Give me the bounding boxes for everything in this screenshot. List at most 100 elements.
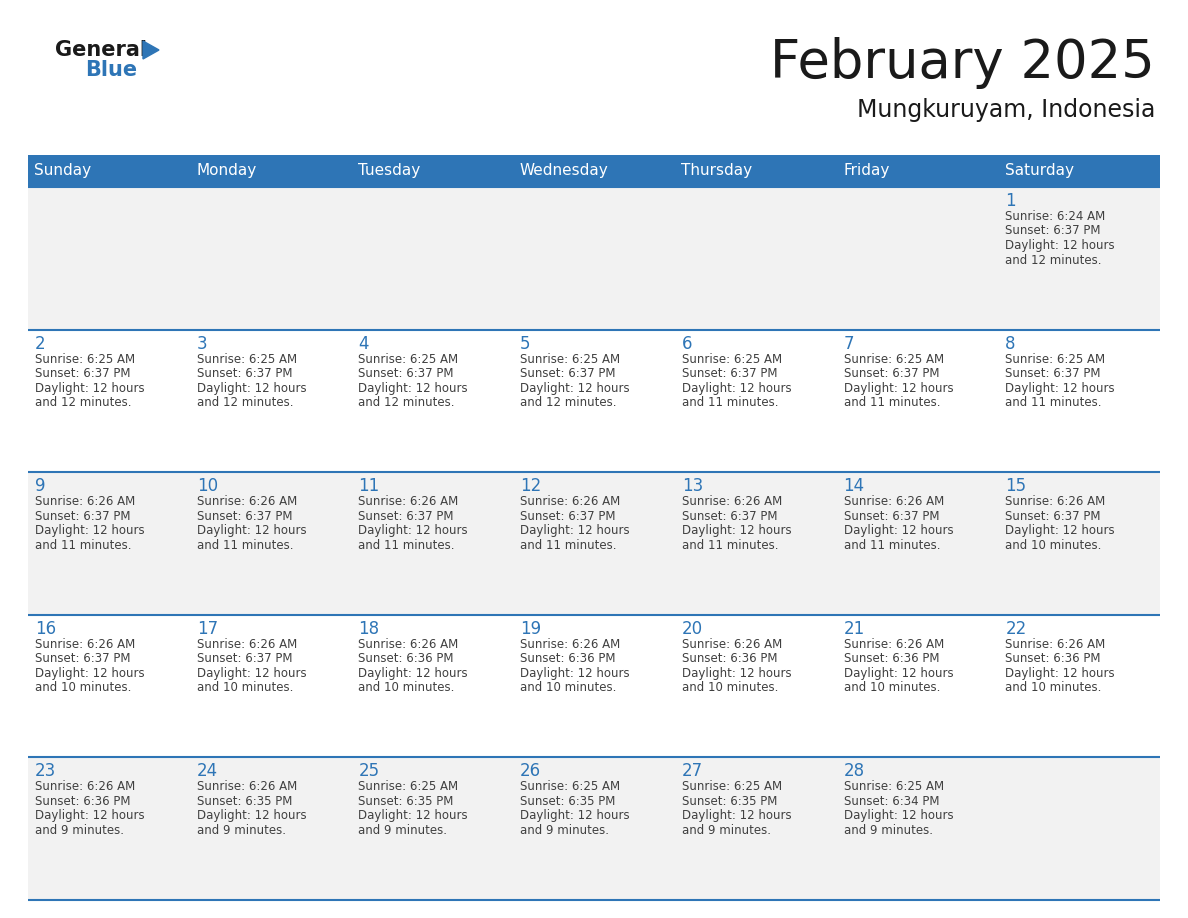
Text: Daylight: 12 hours: Daylight: 12 hours [843,382,953,395]
Text: Sunrise: 6:25 AM: Sunrise: 6:25 AM [359,353,459,365]
Text: and 10 minutes.: and 10 minutes. [1005,539,1101,552]
Text: Tuesday: Tuesday [358,163,421,178]
Text: 1: 1 [1005,192,1016,210]
Text: Daylight: 12 hours: Daylight: 12 hours [197,524,307,537]
Text: 26: 26 [520,763,542,780]
Text: and 10 minutes.: and 10 minutes. [520,681,617,694]
Text: and 12 minutes.: and 12 minutes. [359,396,455,409]
Text: Sunrise: 6:26 AM: Sunrise: 6:26 AM [34,638,135,651]
Text: and 9 minutes.: and 9 minutes. [34,823,124,837]
Text: Sunset: 6:35 PM: Sunset: 6:35 PM [359,795,454,808]
Text: Daylight: 12 hours: Daylight: 12 hours [682,810,791,823]
Text: and 11 minutes.: and 11 minutes. [359,539,455,552]
Text: and 10 minutes.: and 10 minutes. [34,681,132,694]
Text: Sunset: 6:34 PM: Sunset: 6:34 PM [843,795,939,808]
Bar [998,155,1159,187]
Text: Daylight: 12 hours: Daylight: 12 hours [1005,666,1114,680]
Text: 17: 17 [197,620,217,638]
Text: Daylight: 12 hours: Daylight: 12 hours [34,666,145,680]
Text: Sunset: 6:37 PM: Sunset: 6:37 PM [197,653,292,666]
Text: Sunset: 6:37 PM: Sunset: 6:37 PM [843,367,939,380]
Text: Sunset: 6:36 PM: Sunset: 6:36 PM [520,653,615,666]
Text: Daylight: 12 hours: Daylight: 12 hours [34,524,145,537]
Text: 4: 4 [359,334,369,353]
Text: Sunrise: 6:26 AM: Sunrise: 6:26 AM [1005,495,1106,509]
Text: Daylight: 12 hours: Daylight: 12 hours [520,382,630,395]
Text: Daylight: 12 hours: Daylight: 12 hours [34,810,145,823]
Text: and 9 minutes.: and 9 minutes. [197,823,286,837]
Text: 27: 27 [682,763,703,780]
Text: Sunrise: 6:25 AM: Sunrise: 6:25 AM [34,353,135,365]
Text: Sunrise: 6:25 AM: Sunrise: 6:25 AM [682,353,782,365]
Text: Sunrise: 6:26 AM: Sunrise: 6:26 AM [197,780,297,793]
Text: 28: 28 [843,763,865,780]
Text: and 11 minutes.: and 11 minutes. [34,539,132,552]
Bar [513,155,675,187]
Text: Sunset: 6:36 PM: Sunset: 6:36 PM [843,653,939,666]
Text: Sunday: Sunday [34,163,91,178]
Text: Sunset: 6:37 PM: Sunset: 6:37 PM [520,367,615,380]
Text: and 12 minutes.: and 12 minutes. [197,396,293,409]
Text: 18: 18 [359,620,379,638]
Text: Sunset: 6:37 PM: Sunset: 6:37 PM [520,509,615,522]
Text: Daylight: 12 hours: Daylight: 12 hours [1005,524,1114,537]
Text: Sunrise: 6:26 AM: Sunrise: 6:26 AM [682,638,782,651]
Text: 19: 19 [520,620,542,638]
Text: and 11 minutes.: and 11 minutes. [520,539,617,552]
Text: February 2025: February 2025 [770,37,1155,89]
Text: Sunrise: 6:26 AM: Sunrise: 6:26 AM [34,780,135,793]
Text: 14: 14 [843,477,865,495]
Text: and 11 minutes.: and 11 minutes. [843,396,940,409]
Text: Sunset: 6:37 PM: Sunset: 6:37 PM [359,509,454,522]
Text: Sunrise: 6:25 AM: Sunrise: 6:25 AM [197,353,297,365]
Text: Sunset: 6:35 PM: Sunset: 6:35 PM [520,795,615,808]
Text: and 11 minutes.: and 11 minutes. [843,539,940,552]
Text: Daylight: 12 hours: Daylight: 12 hours [1005,382,1114,395]
Text: and 10 minutes.: and 10 minutes. [1005,681,1101,694]
Text: Sunrise: 6:26 AM: Sunrise: 6:26 AM [34,495,135,509]
Text: and 10 minutes.: and 10 minutes. [359,681,455,694]
Text: Sunrise: 6:25 AM: Sunrise: 6:25 AM [520,353,620,365]
Text: Sunrise: 6:25 AM: Sunrise: 6:25 AM [843,780,943,793]
Text: and 11 minutes.: and 11 minutes. [682,539,778,552]
Text: Sunrise: 6:26 AM: Sunrise: 6:26 AM [359,495,459,509]
Text: Daylight: 12 hours: Daylight: 12 hours [359,810,468,823]
Text: and 10 minutes.: and 10 minutes. [682,681,778,694]
Text: 25: 25 [359,763,379,780]
Text: Sunset: 6:37 PM: Sunset: 6:37 PM [1005,225,1101,238]
Text: Sunset: 6:37 PM: Sunset: 6:37 PM [197,509,292,522]
Text: 11: 11 [359,477,380,495]
Text: Daylight: 12 hours: Daylight: 12 hours [359,524,468,537]
Bar [352,155,513,187]
Bar [675,155,836,187]
Text: Sunset: 6:36 PM: Sunset: 6:36 PM [359,653,454,666]
Text: Sunrise: 6:26 AM: Sunrise: 6:26 AM [843,495,943,509]
Text: Sunset: 6:37 PM: Sunset: 6:37 PM [359,367,454,380]
Text: and 12 minutes.: and 12 minutes. [34,396,132,409]
Text: Daylight: 12 hours: Daylight: 12 hours [843,524,953,537]
Text: 15: 15 [1005,477,1026,495]
Text: General: General [55,40,147,60]
Text: Daylight: 12 hours: Daylight: 12 hours [197,810,307,823]
Text: 20: 20 [682,620,703,638]
Text: 23: 23 [34,763,56,780]
Bar [29,155,190,187]
Text: 3: 3 [197,334,208,353]
Polygon shape [143,41,159,59]
Text: Sunset: 6:36 PM: Sunset: 6:36 PM [34,795,131,808]
Text: Daylight: 12 hours: Daylight: 12 hours [682,666,791,680]
Bar [29,615,1159,757]
Text: Sunrise: 6:26 AM: Sunrise: 6:26 AM [359,638,459,651]
Text: Sunset: 6:37 PM: Sunset: 6:37 PM [197,367,292,380]
Text: 5: 5 [520,334,531,353]
Text: 24: 24 [197,763,217,780]
Text: Sunset: 6:37 PM: Sunset: 6:37 PM [843,509,939,522]
Text: and 11 minutes.: and 11 minutes. [682,396,778,409]
Text: Sunset: 6:37 PM: Sunset: 6:37 PM [1005,509,1101,522]
Bar [190,155,352,187]
Text: and 12 minutes.: and 12 minutes. [1005,253,1101,266]
Text: Sunrise: 6:26 AM: Sunrise: 6:26 AM [520,638,620,651]
Text: 7: 7 [843,334,854,353]
Text: 16: 16 [34,620,56,638]
Text: 22: 22 [1005,620,1026,638]
